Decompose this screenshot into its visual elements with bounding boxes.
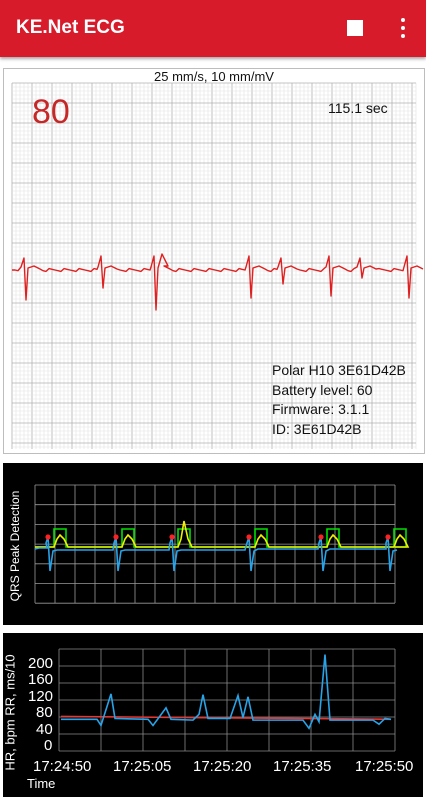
hr-plot-ylabel: HR, bpm RR, ms/10 — [3, 654, 18, 772]
elapsed-time: 115.1 sec — [328, 100, 388, 116]
xtick-4: 17:25:35 — [273, 758, 331, 775]
ytick-160: 160 — [28, 671, 53, 688]
xtick-3: 17:25:20 — [193, 758, 251, 775]
heart-rate-value: 80 — [32, 93, 70, 132]
ytick-200: 200 — [28, 655, 53, 672]
ecg-scale-label: 25 mm/s, 10 mm/mV — [4, 69, 424, 84]
xtick-5: 17:25:50 — [355, 758, 413, 775]
qrs-peak-marker — [113, 534, 118, 539]
xtick-2: 17:25:05 — [113, 758, 171, 775]
hr-rr-plot-panel: HR, bpm RR, ms/10 200 160 120 80 40 0 17… — [3, 633, 423, 797]
device-info: Polar H10 3E61D42B Battery level: 60 Fir… — [272, 361, 406, 439]
ytick-40: 40 — [36, 721, 53, 738]
qrs-peak-marker — [169, 534, 174, 539]
device-id: ID: 3E61D42B — [272, 420, 406, 440]
app-title: KE.Net ECG — [16, 17, 125, 39]
qrs-peak-marker — [246, 534, 251, 539]
more-vert-icon[interactable] — [393, 15, 413, 41]
qrs-score-line — [35, 521, 408, 547]
ytick-80: 80 — [36, 704, 53, 721]
battery-level: Battery level: 60 — [272, 381, 406, 401]
qrs-peak-marker — [318, 534, 323, 539]
firmware-version: Firmware: 3.1.1 — [272, 400, 406, 420]
qrs-plot — [3, 463, 423, 625]
hr-plot-xlabel: Time — [27, 776, 55, 791]
qrs-peak-marker — [385, 534, 390, 539]
device-model: Polar H10 3E61D42B — [272, 361, 406, 381]
qrs-peak-marker — [45, 534, 50, 539]
app-bar: KE.Net ECG — [0, 0, 426, 57]
xtick-1: 17:24:50 — [33, 758, 91, 775]
qrs-signal-line — [35, 537, 397, 571]
qrs-plot-panel: QRS Peak Detection — [3, 463, 423, 625]
ecg-trace — [12, 254, 423, 310]
qrs-grid — [35, 485, 395, 603]
ytick-0: 0 — [44, 737, 52, 754]
ecg-strip-panel: 25 mm/s, 10 mm/mV 80 115.1 sec Polar H10… — [3, 68, 425, 454]
ytick-120: 120 — [28, 688, 53, 705]
stop-icon[interactable] — [347, 20, 363, 36]
qrs-plot-title: QRS Peak Detection — [8, 490, 22, 602]
